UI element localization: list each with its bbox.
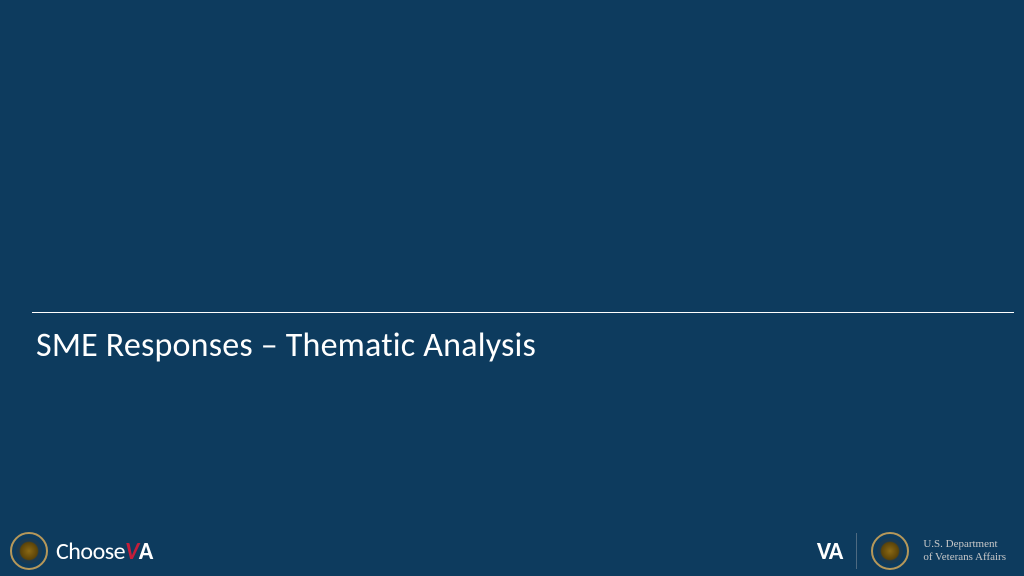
vertical-divider (856, 533, 857, 569)
presentation-slide: SME Responses – Thematic Analysis Choose… (0, 0, 1024, 576)
seal-inner (16, 538, 42, 564)
va-department-seal-icon (871, 532, 909, 570)
logo-a-letter: A (139, 537, 153, 566)
slide-title: SME Responses – Thematic Analysis (36, 325, 1024, 366)
eagle-icon (880, 541, 900, 561)
choose-va-logo-text: ChooseVA (56, 537, 153, 566)
seal-inner (877, 538, 903, 564)
horizontal-divider (32, 312, 1014, 313)
slide-main-area: SME Responses – Thematic Analysis (0, 0, 1024, 576)
title-section: SME Responses – Thematic Analysis (0, 312, 1024, 366)
va-seal-icon (10, 532, 48, 570)
department-name: U.S. Department of Veterans Affairs (923, 538, 1006, 564)
dept-line-1: U.S. Department (923, 538, 1006, 551)
dept-line-2: of Veterans Affairs (923, 551, 1006, 564)
choose-word: Choose (56, 537, 125, 566)
footer-left-logo-group: ChooseVA (10, 532, 153, 570)
eagle-icon (19, 541, 39, 561)
footer-right-logo-group: VA U.S. Department of Veterans Affairs (817, 532, 1006, 570)
slide-footer: ChooseVA VA U.S. Department of Veterans … (0, 526, 1024, 576)
logo-v-letter: V (125, 537, 139, 566)
va-wordmark: VA (817, 537, 842, 566)
